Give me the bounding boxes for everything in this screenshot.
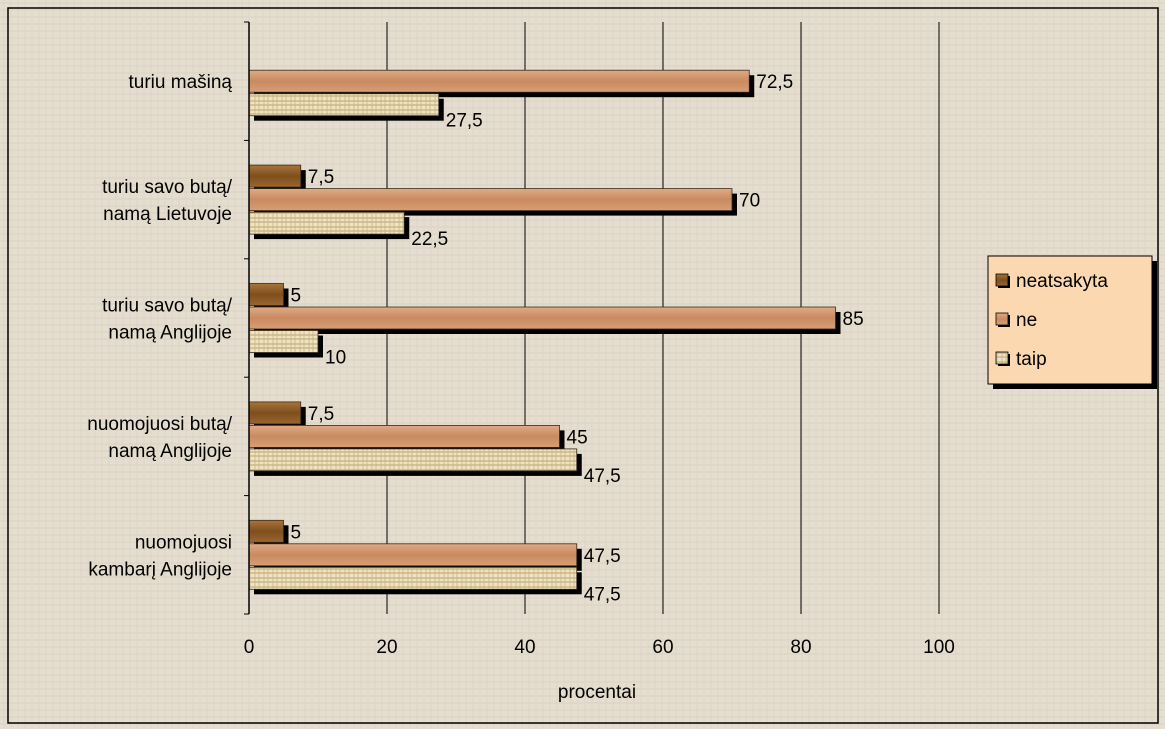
x-tick-label: 100 [923, 637, 955, 658]
legend-box [987, 255, 1153, 385]
x-tick-label: 80 [790, 637, 811, 658]
data-labels: 72,5 27,5 7,5 70 22,5 5 85 10 7,5 45 47,5 5 47,5 47,5 [291, 72, 864, 605]
data-label: 27,5 [446, 111, 483, 132]
legend-label: neatsakyta [1016, 271, 1108, 292]
bar [248, 543, 578, 567]
bar [248, 164, 302, 188]
bar [248, 424, 560, 448]
bar [248, 566, 578, 590]
data-label: 70 [739, 191, 760, 212]
legend-label: taip [1016, 349, 1047, 370]
x-axis-title: procentai [558, 682, 636, 703]
bar [248, 306, 836, 330]
data-label: 47,5 [584, 546, 621, 567]
data-label: 85 [843, 309, 864, 330]
legend-swatch [995, 273, 1009, 287]
bar [248, 330, 319, 353]
bar [248, 93, 440, 117]
axes: 0 20 40 60 80 100 procentai turiu mašiną turiu s… [87, 21, 955, 703]
legend-label: ne [1016, 310, 1037, 331]
bar [248, 519, 284, 543]
data-label: 72,5 [756, 72, 793, 93]
bar [248, 448, 578, 472]
bar [248, 283, 284, 306]
category-label: kambarį Anglijoje [88, 559, 232, 580]
x-tick-label: 0 [244, 637, 255, 658]
bar [248, 188, 733, 212]
data-label: 47,5 [584, 466, 621, 487]
data-label: 47,5 [584, 584, 621, 605]
category-label: nuomojuosi butą/ [87, 414, 232, 435]
category-label: turiu savo butą/ [102, 296, 233, 317]
bar [248, 211, 405, 235]
bars [248, 69, 841, 595]
data-label: 45 [567, 427, 588, 448]
legend-swatch [995, 312, 1009, 326]
data-label: 7,5 [308, 404, 334, 425]
category-label: namą Anglijoje [108, 323, 232, 344]
category-label: namą Anglijoje [108, 441, 232, 462]
legend: neatsakyta ne taip [987, 255, 1157, 389]
x-tick-label: 60 [652, 637, 673, 658]
data-label: 5 [291, 522, 302, 543]
data-label: 7,5 [308, 167, 334, 188]
x-tick-label: 20 [376, 637, 397, 658]
data-label: 10 [325, 348, 346, 369]
category-label: turiu savo butą/ [102, 177, 233, 198]
data-label: 5 [291, 286, 302, 307]
category-label: nuomojuosi [135, 532, 232, 553]
x-tick-label: 40 [514, 637, 535, 658]
data-label: 22,5 [411, 229, 448, 250]
chart-border [7, 7, 1159, 724]
category-label: turiu mašiną [129, 72, 233, 93]
bar [248, 401, 302, 425]
legend-swatch [995, 351, 1009, 365]
category-label: namą Lietuvoje [103, 204, 232, 225]
bar [248, 69, 750, 93]
